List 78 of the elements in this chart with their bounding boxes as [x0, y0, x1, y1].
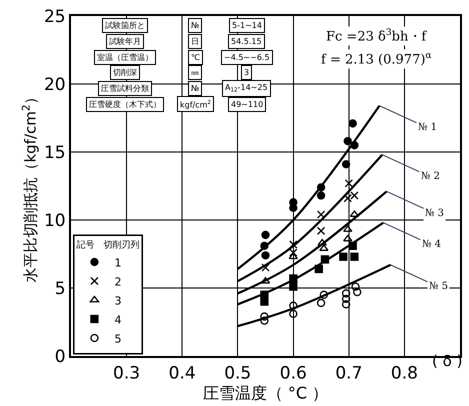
point [261, 263, 270, 272]
annotation: № 2 [421, 171, 440, 182]
point [260, 316, 269, 325]
legend-label: 3 [114, 294, 122, 308]
annotation: 日 [191, 37, 199, 46]
point [350, 252, 359, 261]
annotation: № 3 [425, 208, 444, 219]
point [342, 300, 350, 308]
annotation: 切削深 [113, 68, 137, 77]
annotation: 49~110 [231, 100, 264, 109]
point [289, 302, 298, 310]
annotation: 圧雪硬度（木下式） [89, 100, 161, 109]
point [353, 288, 362, 296]
annotation: № 5 [429, 281, 448, 292]
point [289, 310, 298, 318]
legend-label: 2 [114, 275, 122, 288]
point [260, 312, 269, 321]
point [316, 226, 326, 236]
point [342, 289, 350, 298]
point [316, 210, 326, 219]
annotation: № [191, 21, 200, 30]
point [351, 282, 360, 291]
annotation: 3 [244, 68, 250, 77]
point [260, 277, 270, 284]
point [342, 160, 350, 168]
x-tick-label: 0.6 [280, 363, 307, 384]
x-tick-label: 0.8 [390, 363, 418, 384]
point [289, 240, 298, 249]
point [289, 248, 298, 257]
legend-title: 記号 切削刃列 [76, 240, 140, 250]
y-tick-label: 15 [44, 142, 66, 163]
annotation: A$_{12}$-14~25 [225, 83, 268, 94]
point [260, 297, 269, 306]
legend-label: 5 [114, 332, 122, 346]
point [288, 252, 298, 260]
annotation: № [191, 84, 200, 93]
annotation: f = 2.13 (0.977)$^{α}$ [321, 51, 432, 68]
point [316, 191, 326, 200]
point [261, 251, 270, 260]
annotation: № 4 [422, 239, 442, 250]
y-tick-label: 5 [54, 278, 66, 299]
x-tick-label: 0.5 [224, 363, 252, 384]
point [343, 234, 352, 242]
y-tick-label: 0 [54, 346, 66, 367]
point [261, 230, 270, 240]
annotation: 試験箇所と [105, 21, 145, 30]
legend-label: 4 [114, 313, 122, 326]
annotation: 54.5.15 [231, 37, 262, 46]
annotation: 圧雪試料分類 [101, 84, 149, 93]
legend-label: 1 [114, 256, 122, 270]
point [320, 290, 328, 299]
point [343, 225, 352, 232]
annotation: 室温（圧雪温） [97, 53, 153, 62]
annotation: ㎜ [191, 68, 199, 77]
point [350, 210, 360, 217]
point [319, 244, 329, 251]
y-tick-label: 20 [44, 74, 66, 95]
x-tick-label: 0.4 [168, 363, 196, 384]
x-axis-title: 圧雪温度（ °C ） [202, 383, 328, 402]
annotation: −4.5~−6.5 [224, 53, 270, 62]
point [344, 179, 354, 188]
y-tick-label: 25 [44, 6, 66, 27]
y-tick-label: 10 [44, 210, 66, 231]
annotation: Fc =23 δ$^{3}$bh・f [326, 28, 428, 44]
annotation: № 1 [418, 122, 438, 133]
point [339, 252, 348, 261]
annotation: 試験年月 [109, 37, 141, 46]
annotation: ℃ [191, 53, 200, 62]
point [344, 136, 352, 146]
point [289, 282, 298, 291]
point [317, 238, 327, 246]
x-tick-label: 0.3 [113, 363, 140, 384]
point [342, 294, 350, 304]
point [316, 298, 326, 308]
annotation: 5-1~14 [232, 21, 262, 30]
point [348, 119, 357, 128]
annotation: kgf/cm$^{2}$ [180, 99, 211, 110]
x-tick-label: 0.7 [335, 363, 362, 384]
